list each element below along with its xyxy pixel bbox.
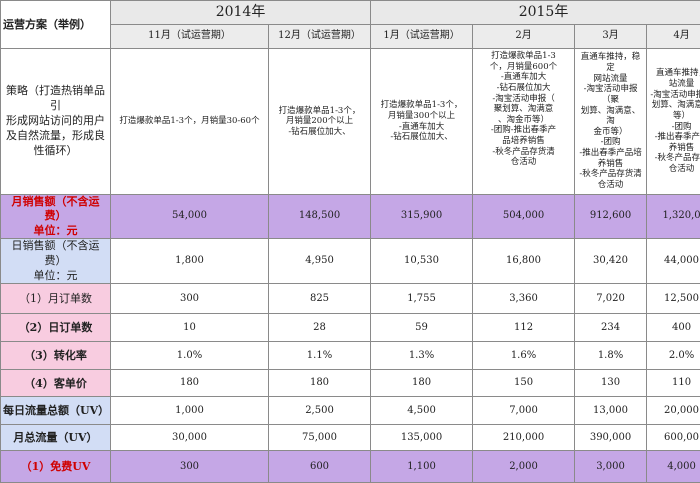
monthly-orders-label: （1）月订单数: [1, 284, 111, 314]
daily-sales-label: 日销售额（不含运 费） 单位：元: [1, 238, 111, 284]
daily-traffic-cell: 13,000: [575, 397, 647, 425]
daily-traffic-cell: 7,000: [473, 397, 575, 425]
strategy-cell: 打造爆款单品1-3个，月销量30-60个: [111, 49, 269, 195]
daily-sales-cell: 1,800: [111, 238, 269, 284]
free-uv-cell: 3,000: [575, 451, 647, 483]
daily-orders-cell: 10: [111, 314, 269, 342]
year-2015-header: 2015年: [371, 1, 700, 25]
free-uv-cell: 4,000: [647, 451, 700, 483]
daily-traffic-cell: 1,000: [111, 397, 269, 425]
conversion-rate-row: （3）转化率 1.0% 1.1% 1.3% 1.6% 1.8% 2.0%: [1, 342, 700, 370]
daily-orders-cell: 234: [575, 314, 647, 342]
monthly-orders-cell: 7,020: [575, 284, 647, 314]
conversion-rate-cell: 1.1%: [269, 342, 371, 370]
conversion-rate-cell: 1.0%: [111, 342, 269, 370]
monthly-sales-row: 月销售额（不含运 费） 单位：元 54,000 148,500 315,900 …: [1, 195, 700, 239]
daily-sales-row: 日销售额（不含运 费） 单位：元 1,800 4,950 10,530 16,8…: [1, 238, 700, 284]
monthly-orders-cell: 1,755: [371, 284, 473, 314]
avg-order-value-cell: 150: [473, 370, 575, 397]
monthly-sales-label: 月销售额（不含运 费） 单位：元: [1, 195, 111, 239]
monthly-traffic-cell: 600,00: [647, 425, 700, 451]
daily-sales-cell: 44,000: [647, 238, 700, 284]
monthly-sales-cell: 315,900: [371, 195, 473, 239]
month-header: 11月（试运营期）: [111, 25, 269, 49]
conversion-rate-cell: 1.8%: [575, 342, 647, 370]
table-corner-title: 运营方案（举例）: [1, 1, 111, 49]
avg-order-value-cell: 180: [269, 370, 371, 397]
free-uv-cell: 300: [111, 451, 269, 483]
strategy-label: 策略（打造热销单品引 形成网站访问的用户 及自然流量，形成良 性循环）: [1, 49, 111, 195]
avg-order-value-row: （4）客单价 180 180 180 150 130 110: [1, 370, 700, 397]
free-uv-cell: 1,100: [371, 451, 473, 483]
daily-traffic-row: 每日流量总额（UV） 1,000 2,500 4,500 7,000 13,00…: [1, 397, 700, 425]
free-uv-cell: 600: [269, 451, 371, 483]
monthly-sales-cell: 148,500: [269, 195, 371, 239]
conversion-rate-cell: 1.3%: [371, 342, 473, 370]
daily-traffic-label: 每日流量总额（UV）: [1, 397, 111, 425]
daily-orders-cell: 28: [269, 314, 371, 342]
free-uv-cell: 2,000: [473, 451, 575, 483]
daily-traffic-cell: 20,000: [647, 397, 700, 425]
month-header: 3月: [575, 25, 647, 49]
strategy-cell: 直通车推持， 站流量 -淘宝活动申报（ 划算、淘满意、 等） -团购 -推出春季…: [647, 49, 700, 195]
monthly-traffic-label: 月总流量（UV）: [1, 425, 111, 451]
daily-orders-row: （2）日订单数 10 28 59 112 234 400: [1, 314, 700, 342]
strategy-cell: 打造爆款单品1-3个， 月销量200个以上 -钻石展位加大、: [269, 49, 371, 195]
monthly-traffic-cell: 30,000: [111, 425, 269, 451]
monthly-sales-cell: 1,320,0: [647, 195, 700, 239]
monthly-sales-cell: 504,000: [473, 195, 575, 239]
free-uv-label: （1）免费UV: [1, 451, 111, 483]
avg-order-value-cell: 130: [575, 370, 647, 397]
strategy-cell: 直通车推持，稳定 网站流量 -淘宝活动申报（聚 划算、淘满意、淘 金币等） -团…: [575, 49, 647, 195]
daily-orders-cell: 59: [371, 314, 473, 342]
monthly-orders-cell: 3,360: [473, 284, 575, 314]
daily-sales-cell: 30,420: [575, 238, 647, 284]
monthly-orders-cell: 300: [111, 284, 269, 314]
daily-sales-cell: 16,800: [473, 238, 575, 284]
daily-traffic-cell: 2,500: [269, 397, 371, 425]
avg-order-value-cell: 110: [647, 370, 700, 397]
monthly-orders-row: （1）月订单数 300 825 1,755 3,360 7,020 12,500: [1, 284, 700, 314]
monthly-traffic-cell: 75,000: [269, 425, 371, 451]
month-header: 1月（试运营期）: [371, 25, 473, 49]
year-2014-header: 2014年: [111, 1, 371, 25]
month-header: 2月: [473, 25, 575, 49]
free-uv-row: （1）免费UV 300 600 1,100 2,000 3,000 4,000: [1, 451, 700, 483]
daily-orders-label: （2）日订单数: [1, 314, 111, 342]
avg-order-value-cell: 180: [371, 370, 473, 397]
monthly-traffic-cell: 210,000: [473, 425, 575, 451]
year-header-row: 运营方案（举例） 2014年 2015年: [1, 1, 700, 25]
monthly-traffic-cell: 135,000: [371, 425, 473, 451]
month-header: 12月（试运营期）: [269, 25, 371, 49]
daily-sales-cell: 4,950: [269, 238, 371, 284]
daily-traffic-cell: 4,500: [371, 397, 473, 425]
strategy-cell: 打造爆款单品1-3 个，月销量600个 -直通车加大 -钻石展位加大 -淘宝活动…: [473, 49, 575, 195]
daily-orders-cell: 400: [647, 314, 700, 342]
monthly-traffic-row: 月总流量（UV） 30,000 75,000 135,000 210,000 3…: [1, 425, 700, 451]
monthly-sales-cell: 912,600: [575, 195, 647, 239]
monthly-sales-cell: 54,000: [111, 195, 269, 239]
monthly-traffic-cell: 390,000: [575, 425, 647, 451]
conversion-rate-label: （3）转化率: [1, 342, 111, 370]
conversion-rate-cell: 2.0%: [647, 342, 700, 370]
daily-orders-cell: 112: [473, 314, 575, 342]
strategy-cell: 打造爆款单品1-3个， 月销量300个以上 -直通车加大 -钻石展位加大、: [371, 49, 473, 195]
daily-sales-cell: 10,530: [371, 238, 473, 284]
avg-order-value-label: （4）客单价: [1, 370, 111, 397]
conversion-rate-cell: 1.6%: [473, 342, 575, 370]
month-header: 4月: [647, 25, 700, 49]
strategy-row: 策略（打造热销单品引 形成网站访问的用户 及自然流量，形成良 性循环） 打造爆款…: [1, 49, 700, 195]
avg-order-value-cell: 180: [111, 370, 269, 397]
monthly-orders-cell: 12,500: [647, 284, 700, 314]
monthly-orders-cell: 825: [269, 284, 371, 314]
